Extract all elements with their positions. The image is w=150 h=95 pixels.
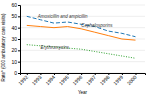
tick: 1998 — [98, 73, 110, 86]
tick: 1997 — [85, 73, 97, 86]
tick-label: 1997 — [85, 74, 97, 86]
tick-mark — [68, 73, 69, 75]
tick: 2000 — [126, 73, 138, 86]
tick: 50 — [11, 13, 20, 19]
annotation: Amoxicillin and ampicillin — [37, 14, 88, 19]
tick-label: 30 — [11, 36, 17, 42]
tick-mark — [95, 73, 96, 75]
tick-mark — [18, 5, 20, 6]
tick: 1995 — [58, 73, 70, 86]
tick-mark — [81, 73, 82, 75]
tick: 60 — [11, 2, 20, 8]
tick-mark — [18, 50, 20, 51]
tick: 20 — [11, 47, 20, 53]
tick: 1996 — [71, 73, 83, 86]
tick-mark — [135, 73, 136, 75]
tick-label: 10 — [11, 59, 17, 65]
tick-mark — [54, 73, 55, 75]
y-axis-title: Rate* (000 ambulatory care visits) — [1, 13, 6, 81]
tick-mark — [18, 28, 20, 29]
tick: 0 — [14, 70, 20, 76]
annotation: Erythromycins — [40, 45, 69, 50]
plot-area — [27, 16, 136, 58]
tick-label: 1996 — [71, 74, 83, 86]
line — [27, 45, 136, 59]
tick-label: 40 — [11, 25, 17, 31]
tick-label: 1999 — [112, 74, 124, 86]
tick: 1994 — [44, 73, 56, 86]
grid-line — [20, 61, 145, 62]
grid — [20, 5, 145, 73]
tick-label: 0 — [14, 70, 17, 76]
chart: 0102030405060199219931994199519961997199… — [0, 0, 150, 95]
tick-mark — [27, 73, 28, 75]
tick-label: 2000 — [126, 74, 138, 86]
tick: 1992 — [17, 73, 29, 86]
tick-mark — [18, 39, 20, 40]
grid-line — [20, 5, 145, 6]
tick-label: 1994 — [44, 74, 56, 86]
tick-label: 1998 — [98, 74, 110, 86]
tick-label: 60 — [11, 2, 17, 8]
tick-mark — [18, 73, 20, 74]
tick: 40 — [11, 25, 20, 31]
tick-label: 1992 — [17, 74, 29, 86]
tick-label: 20 — [11, 47, 17, 53]
axis-line — [21, 74, 146, 76]
axis-line — [18, 6, 21, 74]
tick-label: 50 — [11, 13, 17, 19]
annotation: Cephalosporins — [81, 23, 113, 28]
x-axis: 199219931994199519961997199819992000 — [17, 73, 146, 86]
tick: 30 — [11, 36, 20, 42]
tick: 1999 — [112, 73, 124, 86]
tick-label: 1993 — [31, 74, 43, 86]
tick: 1993 — [31, 73, 43, 86]
grid-line — [20, 50, 145, 51]
tick-mark — [40, 73, 41, 75]
y-axis: 0 10 20 30 40 50 60 — [11, 2, 20, 76]
x-axis-title: Year — [78, 90, 88, 95]
tick: 10 — [11, 59, 20, 65]
tick-mark — [108, 73, 109, 75]
tick-mark — [18, 62, 20, 63]
annotations: Amoxicillin and ampicillin Cephalosporins… — [37, 14, 113, 50]
tick-mark — [122, 73, 123, 75]
tick-mark — [18, 16, 20, 17]
tick-label: 1995 — [58, 74, 70, 86]
